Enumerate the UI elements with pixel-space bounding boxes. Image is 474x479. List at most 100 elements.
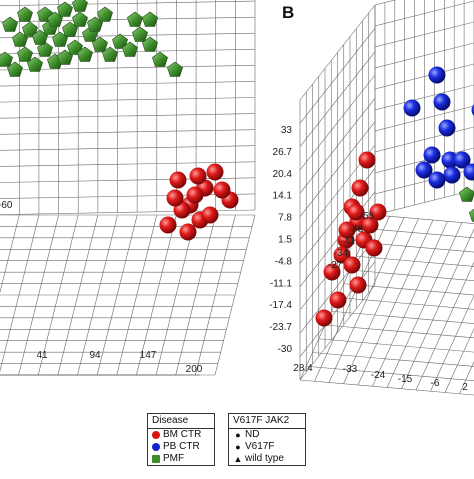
panel-letter: B [282,3,294,22]
blue-dot-icon [152,443,160,451]
grid-line [0,114,255,119]
data-point [152,52,167,67]
circle-marker-icon: ● [233,441,243,453]
z-tick-label: -41 [341,236,356,247]
data-point [170,172,187,189]
jak2-legend-title: V617F JAK2 [229,414,305,429]
legend-label: ND [245,429,259,441]
corner-tick-label: 28.4 [293,363,313,374]
x-tick-label: 94 [89,350,101,361]
legend-item-pb-ctr: PB CTR [148,441,214,453]
data-point [444,167,461,184]
data-point [366,240,383,257]
disease-legend-title: Disease [148,414,214,429]
data-point [316,310,333,327]
data-point [459,187,474,202]
red-dot-icon [152,431,160,439]
y-tick-label: -11.1 [270,278,292,289]
legend-item-bm-ctr: BM CTR [148,429,214,441]
legend-label: PB CTR [163,441,200,453]
legend-label: wild type [245,453,284,465]
data-point [132,27,147,42]
z-tick-label: -48 [349,224,364,235]
data-point [17,7,32,22]
legend-item-v617f: ● V617F [229,441,305,453]
grid-line [338,298,474,313]
data-point [330,292,347,309]
green-square-icon [152,455,160,463]
data-point [0,52,13,67]
points-layer [0,0,474,327]
x-tick-label: 147 [140,350,157,361]
jak2-legend: V617F JAK2 ● ND ● V617F ▲ wild type [228,413,306,466]
data-point [207,164,224,181]
data-point [97,7,112,22]
x-tick-label: -6 [431,378,440,389]
grid-line [375,215,474,230]
disease-legend: Disease BM CTR PB CTR PMF [147,413,215,466]
x-tick-label: -33 [343,364,358,375]
x-tick-label: 41 [36,350,48,361]
y-tick-label: 14.1 [273,191,293,202]
circle-marker-icon: ● [233,429,243,441]
data-point [434,94,451,111]
data-point [180,224,197,241]
data-point [187,187,204,204]
y-tick-label: 7.8 [278,213,292,224]
data-point [17,47,32,62]
y-tick-label: -23.7 [269,322,292,333]
data-point [202,207,219,224]
data-point [167,190,184,207]
legend-item-nd: ● ND [229,429,305,441]
data-point [127,12,142,27]
grid-line [0,81,255,86]
legend-item-pmf: PMF [148,453,214,465]
z-tick-label: -34 [334,248,349,259]
data-point [160,217,177,234]
y-tick-label: 26.7 [273,147,293,158]
data-point [352,180,369,197]
data-point [359,152,376,169]
y-tick-label: 20.4 [273,169,293,180]
data-point [72,12,87,27]
data-point [344,257,361,274]
z-tick-label: -55 [360,211,375,222]
grid-line [445,228,474,393]
data-point [439,120,456,137]
legend-label: PMF [163,453,184,465]
grid-line [0,1,255,6]
z-tick-label: -27 [328,260,343,271]
x-tick-label: 2 [462,382,468,393]
data-point [429,67,446,84]
legend-label: V617F [245,441,274,453]
data-point [2,17,17,32]
legend-label: BM CTR [163,429,201,441]
x-tick-label: -24 [371,370,386,381]
x-tick-label: 200 [186,364,203,375]
data-point [72,0,87,12]
grid-line [306,366,474,381]
grid-line [0,98,255,103]
data-point [429,172,446,189]
data-point [404,100,421,117]
data-point [190,168,207,185]
data-point [424,147,441,164]
x-tick-label: -15 [398,374,413,385]
grid-line [356,256,474,271]
data-point [167,62,182,77]
y-tick-label: -30 [278,344,293,355]
triangle-marker-icon: ▲ [233,453,243,465]
y-tick-label: -17.4 [269,300,292,311]
y-tick-label: 33 [281,125,293,136]
grid-line [387,223,462,388]
legend-item-wild-type: ▲ wild type [229,453,305,465]
y-tick-label: 1.5 [278,235,292,246]
y-tick-label: -60 [0,200,13,211]
grid-line [0,130,255,135]
data-point [214,182,231,199]
data-point [469,207,474,222]
data-point [350,277,367,294]
y-tick-label: -4.8 [275,256,293,267]
